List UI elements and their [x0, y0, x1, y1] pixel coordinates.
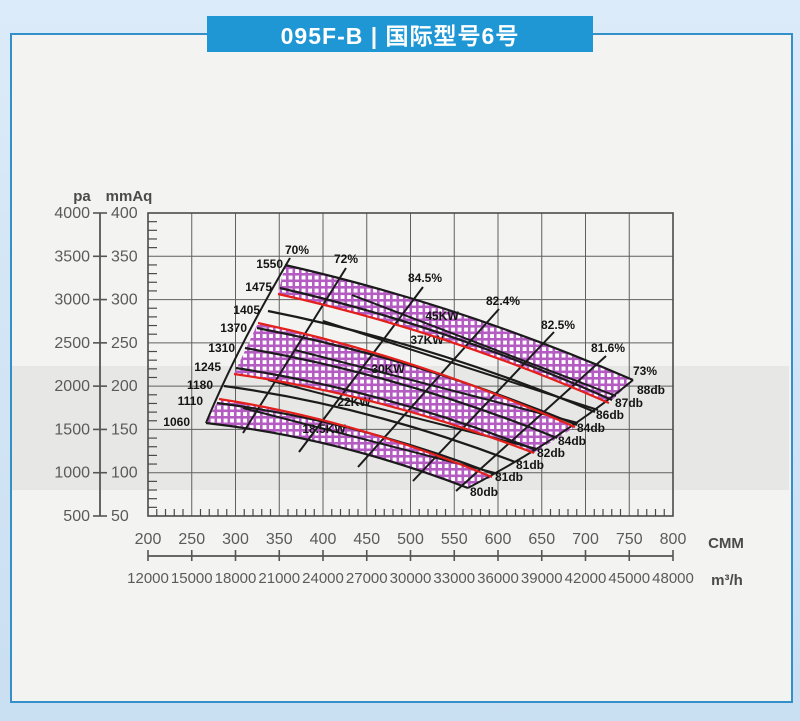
efficiency-label: 82.4% [486, 294, 520, 308]
noise-label: 84db [577, 421, 605, 435]
m3h-tick-label: 45000 [608, 570, 650, 587]
rpm-curve [284, 263, 634, 382]
m3h-tick-label: 15000 [171, 570, 213, 587]
pa-tick-label: 1000 [54, 465, 90, 482]
power-line [351, 294, 617, 397]
noise-label: 87db [615, 396, 643, 410]
power-line-label: 45KW [425, 309, 459, 323]
mmaq-tick-label: 150 [111, 421, 138, 438]
rpm-label: 1110 [178, 394, 204, 408]
noise-label: 82db [537, 446, 565, 460]
cmm-tick-label: 500 [397, 531, 424, 548]
power-line [294, 349, 579, 424]
mmaq-tick-label: 100 [111, 465, 138, 482]
mmaq-tick-label: 50 [111, 508, 129, 525]
cmm-tick-label: 350 [266, 531, 293, 548]
cmm-tick-label: 450 [353, 531, 380, 548]
efficiency-label: 84.5% [408, 271, 442, 285]
rpm-label: 1370 [220, 321, 247, 335]
efficiency-line [357, 308, 500, 468]
pa-unit-label: pa [73, 188, 91, 205]
cmm-tick-label: 250 [178, 531, 205, 548]
m3h-unit-label: m³/h [711, 572, 743, 589]
m3h-tick-label: 30000 [390, 570, 432, 587]
pa-tick-label: 500 [63, 508, 90, 525]
m3h-tick-label: 39000 [521, 570, 563, 587]
noise-label: 84db [558, 434, 586, 448]
rpm-label: 1060 [163, 415, 190, 429]
efficiency-label: 81.6% [591, 341, 625, 355]
efficiency-line [205, 257, 291, 424]
cmm-tick-label: 300 [222, 531, 249, 548]
efficiency-line [298, 286, 424, 453]
mmaq-tick-label: 250 [111, 335, 138, 352]
m3h-tick-label: 12000 [127, 570, 169, 587]
m3h-tick-label: 33000 [433, 570, 475, 587]
rpm-label: 1475 [245, 280, 272, 294]
pa-tick-label: 2000 [54, 378, 90, 395]
efficiency-label: 70% [285, 243, 309, 257]
mmaq-tick-label: 350 [111, 248, 138, 265]
rpm-label: 1550 [256, 257, 283, 271]
m3h-tick-label: 48000 [652, 570, 694, 587]
cmm-tick-label: 550 [441, 531, 468, 548]
noise-label: 81db [495, 470, 523, 484]
zone-boundary-red-curve [277, 292, 610, 405]
rpm-curve [235, 366, 537, 452]
zone-boundary-red-curve [257, 321, 576, 429]
cmm-tick-label: 600 [485, 531, 512, 548]
cmm-tick-label: 200 [135, 531, 162, 548]
efficiency-label: 82.5% [541, 318, 575, 332]
m3h-tick-label: 21000 [258, 570, 300, 587]
title-banner: 095F-B | 国际型号6号 [207, 16, 593, 52]
rpm-curve [205, 421, 469, 490]
mmaq-tick-label: 300 [111, 292, 138, 309]
efficiency-label: 73% [633, 364, 657, 378]
cmm-tick-label: 650 [528, 531, 555, 548]
hatched-operating-zone [206, 399, 492, 488]
m3h-tick-label: 24000 [302, 570, 344, 587]
power-line-label: 30KW [371, 362, 405, 376]
zone-boundary-red-curve [218, 397, 493, 479]
m3h-tick-label: 27000 [346, 570, 388, 587]
page-title: 095F-B | 国际型号6号 [280, 23, 520, 49]
rpm-label: 1405 [233, 303, 260, 317]
rpm-label: 1245 [194, 360, 221, 374]
cmm-unit-label: CMM [708, 535, 744, 552]
mmaq-tick-label: 200 [111, 378, 138, 395]
pa-tick-label: 3000 [54, 292, 90, 309]
noise-label: 88db [637, 383, 665, 397]
pa-tick-label: 3500 [54, 248, 90, 265]
m3h-tick-label: 42000 [565, 570, 607, 587]
cmm-tick-label: 400 [310, 531, 337, 548]
rpm-curve [256, 326, 578, 427]
rpm-label: 1180 [187, 378, 213, 392]
cmm-tick-label: 800 [660, 531, 687, 548]
zone-boundary-red-curve [233, 372, 535, 455]
cmm-tick-label: 750 [616, 531, 643, 548]
pa-tick-label: 2500 [54, 335, 90, 352]
m3h-tick-label: 36000 [477, 570, 519, 587]
mmaq-unit-label: mmAq [106, 188, 153, 205]
rpm-label: 1310 [208, 341, 235, 355]
rpm-curve [244, 346, 558, 440]
pa-tick-label: 4000 [54, 205, 90, 222]
noise-label: 80db [470, 485, 498, 499]
m3h-tick-label: 18000 [215, 570, 257, 587]
pa-tick-label: 1500 [54, 421, 90, 438]
rpm-curve [223, 384, 516, 464]
efficiency-label: 72% [334, 252, 358, 266]
rpm-curve [279, 286, 613, 402]
mmaq-tick-label: 400 [111, 205, 138, 222]
noise-label: 86db [596, 408, 624, 422]
noise-label: 81db [516, 458, 544, 472]
cmm-tick-label: 700 [572, 531, 599, 548]
rpm-curve [267, 309, 596, 414]
